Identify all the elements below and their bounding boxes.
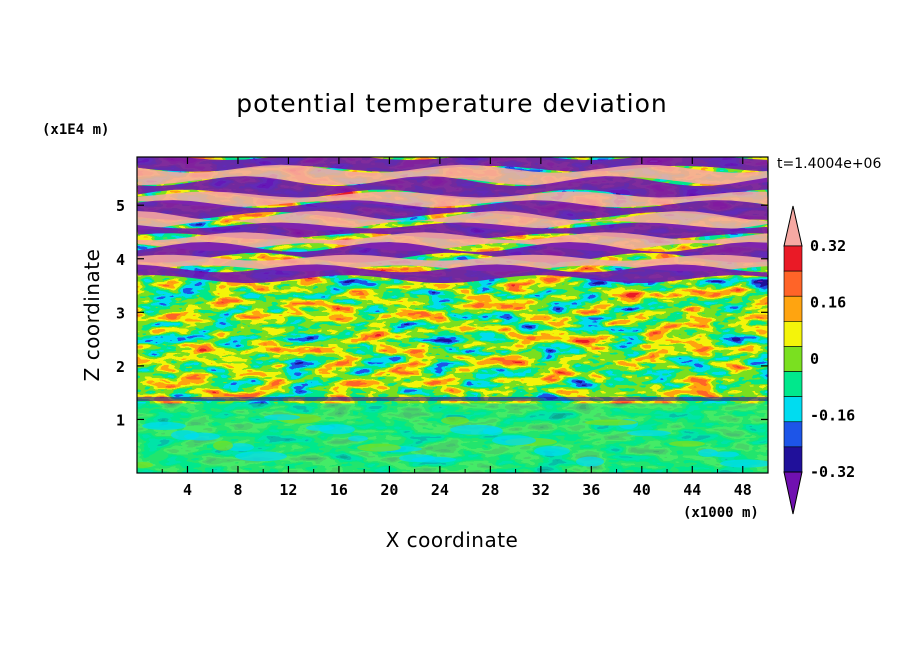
field-patch — [711, 451, 739, 458]
field-patch — [142, 421, 186, 430]
field-band — [137, 200, 768, 220]
y-tick-label: 2 — [116, 358, 125, 376]
colorbar-box — [783, 346, 803, 372]
field-band — [137, 164, 768, 186]
colorbar-label: 0 — [810, 350, 819, 368]
field-patch — [348, 435, 368, 442]
y-tick-label: 3 — [116, 304, 125, 322]
colorbar-box — [783, 321, 803, 347]
x-axis-label: X coordinate — [386, 528, 519, 552]
field-streak — [137, 396, 768, 401]
colorbar-box — [783, 245, 803, 272]
field-patch — [627, 430, 671, 437]
field-patch — [213, 440, 233, 451]
colorbar-box — [783, 396, 803, 423]
field-patch — [534, 445, 570, 456]
field-patch — [698, 448, 718, 457]
colorbar-box — [783, 371, 803, 397]
y-axis-label: Z coordinate — [80, 249, 104, 382]
x-tick-label: 20 — [380, 481, 398, 499]
x-axis-ticks: 4 8 12 16 20 24 28 32 36 40 44 48 — [161, 157, 752, 499]
x-tick-label: 28 — [481, 481, 499, 499]
x-tick-label: 12 — [279, 481, 297, 499]
field-patch — [306, 424, 334, 431]
chart-title: potential temperature deviation — [236, 89, 667, 118]
field-band — [137, 176, 768, 200]
field-patch — [669, 440, 705, 447]
field-band — [137, 191, 768, 208]
field-patch — [399, 454, 435, 463]
field-patch — [357, 443, 401, 452]
x-tick-label: 44 — [683, 481, 701, 499]
field-patch — [171, 430, 199, 441]
field-band — [137, 264, 768, 284]
x-tick-label: 48 — [734, 481, 752, 499]
field-lower-layer — [137, 403, 768, 473]
x-axis-unit: (x1000 m) — [683, 505, 759, 521]
plot-frame — [136, 156, 769, 474]
colorbar-label: 0.16 — [810, 294, 846, 312]
y-axis-unit: (x1E4 m) — [42, 122, 109, 138]
x-tick-label: 24 — [431, 481, 449, 499]
contour-field — [137, 157, 768, 473]
colorbar-label: 0.32 — [810, 237, 846, 255]
field-patch — [585, 419, 637, 426]
y-tick-label: 4 — [116, 251, 125, 269]
field-band — [137, 241, 768, 263]
y-tick-label: 5 — [116, 197, 125, 215]
field-patch — [226, 443, 254, 452]
field-patch — [492, 435, 536, 446]
x-tick-label: 40 — [633, 481, 651, 499]
field-patch — [441, 416, 469, 425]
field-patch — [720, 459, 768, 468]
x-tick-label: 4 — [183, 481, 192, 499]
x-tick-label: 8 — [233, 481, 242, 499]
field-patch — [450, 424, 502, 435]
y-tick-label: 1 — [116, 411, 125, 429]
colorbar-label: -0.16 — [810, 407, 855, 425]
x-tick-label: 16 — [330, 481, 348, 499]
colorbar-box — [783, 270, 803, 297]
colorbar-box — [783, 446, 803, 473]
colorbar: 0.32 0.16 0 -0.16 -0.32 — [783, 205, 855, 515]
field-patch — [137, 461, 153, 468]
field-patch — [576, 456, 604, 467]
field-patch — [264, 414, 300, 421]
time-label: t=1.4004e+06 — [777, 156, 881, 172]
field-patch — [235, 451, 287, 462]
y-axis-ticks: 1 2 3 4 5 — [116, 197, 768, 429]
colorbar-extend-max — [783, 205, 803, 247]
x-tick-label: 36 — [582, 481, 600, 499]
x-tick-label: 32 — [532, 481, 550, 499]
colorbar-label: -0.32 — [810, 463, 855, 481]
colorbar-box — [783, 295, 803, 322]
colorbar-box — [783, 421, 803, 448]
colorbar-extend-min — [783, 471, 803, 515]
